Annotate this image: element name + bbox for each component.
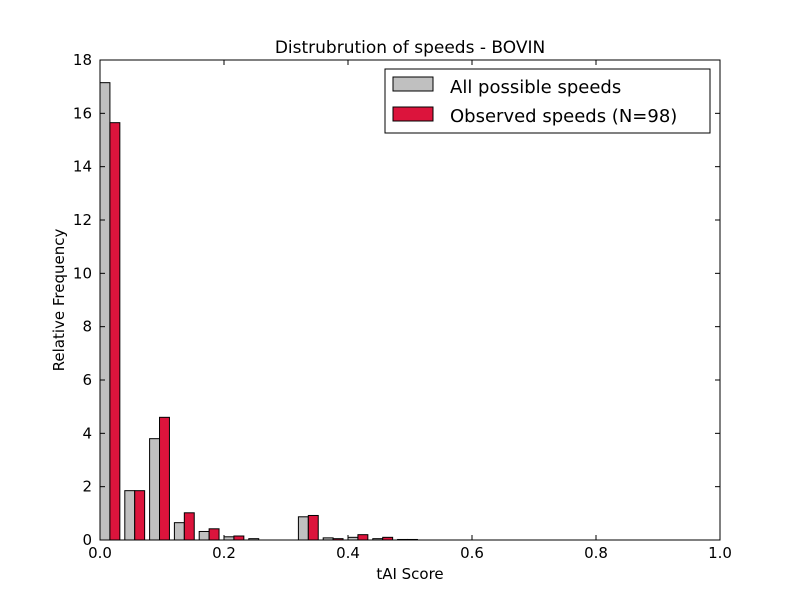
bar-observed-2	[159, 416, 170, 541]
y-tick-label: 0	[82, 531, 92, 549]
y-tick-label: 18	[73, 51, 92, 69]
legend-label-observed: Observed speeds (N=98)	[450, 106, 677, 127]
x-tick-label: 0.6	[460, 544, 484, 562]
x-tick-label: 0.2	[212, 544, 236, 562]
bar-observed-10	[357, 534, 369, 541]
x-tick-label: 0.8	[584, 544, 608, 562]
bar-observed-4	[208, 528, 220, 541]
ticks-group: 0.0 0.2 0.4 0.6 0.8 1.0 0 2 4 6 8 10 12 14 16 18	[73, 51, 732, 562]
y-tick-label: 4	[82, 424, 92, 442]
legend-swatch-observed	[392, 106, 434, 122]
y-tick-label: 6	[82, 371, 92, 389]
bar-observed-5	[233, 535, 245, 541]
bar-observed-3	[183, 512, 195, 541]
bar-observed-1	[134, 490, 146, 541]
x-axis-label: tAI Score	[376, 565, 443, 583]
legend-frame	[384, 68, 711, 134]
bar-observed-0	[109, 122, 121, 541]
bar-all-possible-2	[149, 438, 161, 541]
bar-observed-8	[307, 514, 319, 541]
bar-all-possible-3	[173, 522, 185, 541]
y-tick-label: 10	[73, 264, 92, 282]
x-tick-label: 1.0	[708, 544, 732, 562]
bar-all-possible-4	[198, 530, 210, 541]
y-tick-label: 12	[73, 211, 92, 229]
chart-title: Distrubrution of speeds - BOVIN	[275, 38, 545, 58]
legend-swatch-all-possible	[392, 76, 434, 92]
y-axis-label: Relative Frequency	[50, 229, 68, 372]
bar-all-possible-0	[99, 82, 111, 541]
x-tick-label: 0.0	[88, 544, 112, 562]
bar-all-possible-1	[124, 490, 136, 541]
y-tick-label: 2	[82, 478, 92, 496]
y-tick-label: 14	[73, 158, 92, 176]
legend-label-all-possible: All possible speeds	[450, 77, 621, 98]
x-tick-label: 0.4	[336, 544, 360, 562]
y-tick-label: 16	[73, 104, 92, 122]
y-tick-label: 8	[82, 318, 92, 336]
legend: All possible speeds Observed speeds (N=9…	[384, 68, 711, 134]
plot-frame	[99, 59, 721, 541]
bar-all-possible-8	[297, 516, 309, 541]
